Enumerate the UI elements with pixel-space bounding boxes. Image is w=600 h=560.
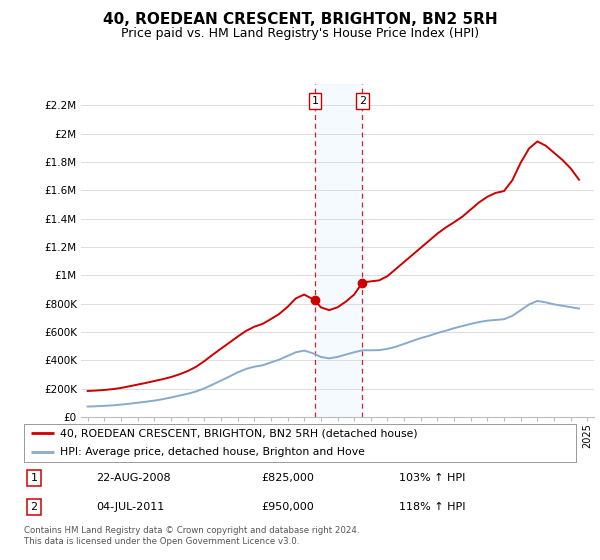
Text: 22-AUG-2008: 22-AUG-2008 bbox=[96, 473, 170, 483]
Text: 1: 1 bbox=[311, 96, 319, 106]
Text: £950,000: £950,000 bbox=[262, 502, 314, 512]
Text: £825,000: £825,000 bbox=[262, 473, 314, 483]
Text: 04-JUL-2011: 04-JUL-2011 bbox=[96, 502, 164, 512]
Text: 118% ↑ HPI: 118% ↑ HPI bbox=[400, 502, 466, 512]
Text: 103% ↑ HPI: 103% ↑ HPI bbox=[400, 473, 466, 483]
Bar bbox=[315, 84, 362, 417]
Text: 40, ROEDEAN CRESCENT, BRIGHTON, BN2 5RH: 40, ROEDEAN CRESCENT, BRIGHTON, BN2 5RH bbox=[103, 12, 497, 27]
Text: Price paid vs. HM Land Registry's House Price Index (HPI): Price paid vs. HM Land Registry's House … bbox=[121, 27, 479, 40]
Text: 40, ROEDEAN CRESCENT, BRIGHTON, BN2 5RH (detached house): 40, ROEDEAN CRESCENT, BRIGHTON, BN2 5RH … bbox=[60, 428, 418, 438]
Text: 2: 2 bbox=[359, 96, 366, 106]
Text: 2: 2 bbox=[31, 502, 37, 512]
Text: HPI: Average price, detached house, Brighton and Hove: HPI: Average price, detached house, Brig… bbox=[60, 447, 365, 458]
Text: Contains HM Land Registry data © Crown copyright and database right 2024.
This d: Contains HM Land Registry data © Crown c… bbox=[24, 526, 359, 546]
Text: 1: 1 bbox=[31, 473, 37, 483]
